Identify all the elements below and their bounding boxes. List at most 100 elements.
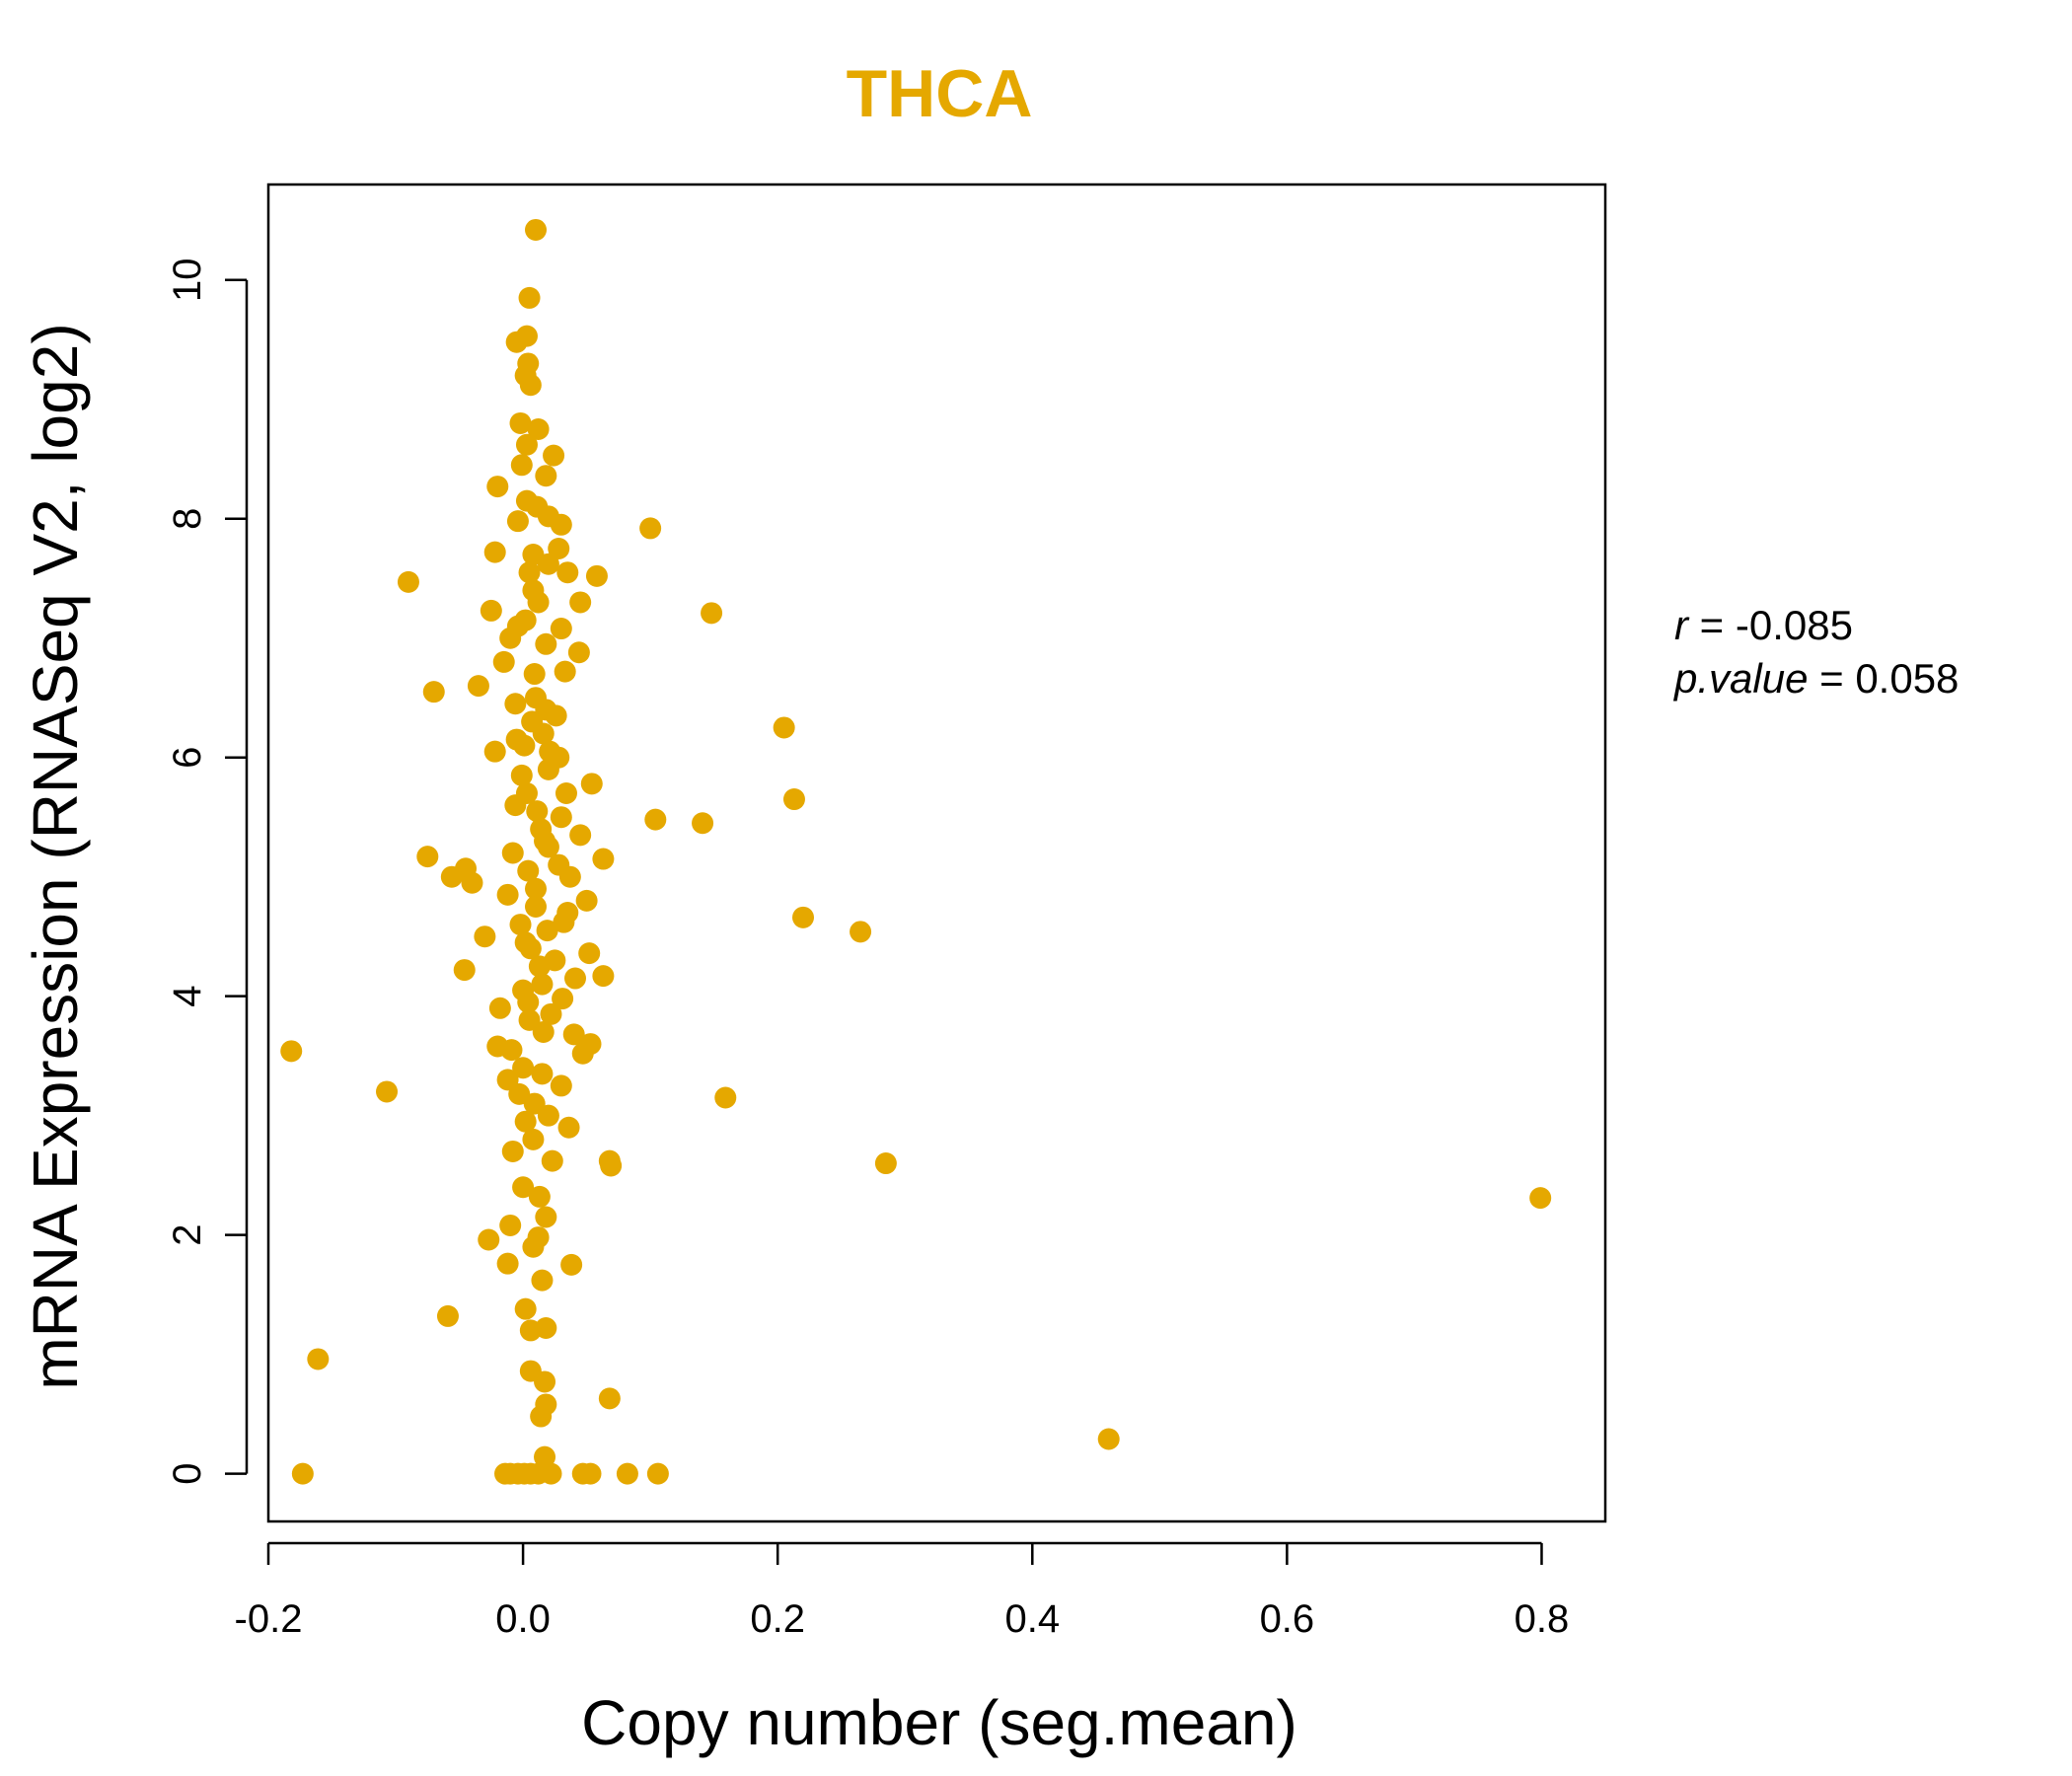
- data-point: [478, 1228, 500, 1251]
- data-point: [496, 883, 519, 906]
- data-point: [501, 842, 524, 864]
- data-point: [280, 1040, 303, 1063]
- data-point: [578, 942, 601, 965]
- data-point: [506, 510, 529, 533]
- data-point: [592, 965, 615, 988]
- data-point: [548, 537, 570, 559]
- data-point: [540, 1462, 562, 1485]
- data-point: [773, 716, 795, 739]
- data-point: [564, 967, 587, 990]
- data-point: [530, 1405, 553, 1428]
- data-point: [571, 1042, 594, 1065]
- plot-frame: [266, 183, 1607, 1523]
- data-point: [569, 591, 592, 614]
- data-point: [453, 959, 476, 982]
- data-point: [714, 1086, 737, 1109]
- data-point: [531, 973, 554, 996]
- data-point: [504, 693, 527, 715]
- x-tick-label: 0.2: [750, 1597, 805, 1641]
- data-point: [480, 599, 502, 622]
- data-point: [512, 1057, 535, 1079]
- data-point: [523, 663, 546, 686]
- data-point: [557, 1116, 580, 1139]
- data-point: [515, 325, 538, 347]
- data-point: [518, 286, 541, 309]
- x-axis: -0.2 0.0 0.2 0.4 0.6 0.8: [235, 1541, 1569, 1641]
- data-point: [701, 602, 723, 625]
- data-point: [644, 808, 667, 831]
- data-point: [543, 444, 565, 467]
- data-point: [496, 1252, 519, 1275]
- data-point: [531, 1269, 554, 1292]
- data-point: [1097, 1428, 1120, 1450]
- data-point: [541, 1149, 563, 1172]
- data-point: [522, 1128, 545, 1150]
- data-point: [554, 660, 576, 683]
- data-point: [579, 1462, 602, 1485]
- data-point: [532, 1020, 555, 1043]
- data-point: [850, 921, 872, 943]
- stats-annotation: r = -0.085 p.value = 0.058: [1672, 602, 1959, 702]
- data-point: [519, 1319, 542, 1342]
- y-tick-label: 8: [166, 508, 209, 530]
- data-point: [592, 848, 615, 870]
- data-point: [519, 937, 542, 960]
- data-point: [525, 877, 547, 900]
- data-point: [500, 1039, 523, 1062]
- data-point: [874, 1152, 897, 1175]
- data-point: [522, 1235, 545, 1258]
- data-point: [513, 734, 536, 757]
- data-point: [598, 1387, 621, 1410]
- svg-text:p.value = 0.058: p.value = 0.058: [1672, 655, 1959, 702]
- data-point: [545, 704, 567, 727]
- data-point: [550, 1074, 572, 1097]
- data-point: [639, 517, 662, 540]
- svg-text:r = -0.085: r = -0.085: [1674, 602, 1853, 648]
- data-point: [560, 1253, 583, 1276]
- data-point: [519, 374, 542, 397]
- x-tick-label: 0.0: [495, 1597, 551, 1641]
- data-point: [555, 782, 577, 805]
- data-point: [483, 541, 506, 563]
- data-point: [550, 618, 572, 640]
- data-point: [501, 1140, 524, 1162]
- data-point: [397, 570, 419, 593]
- data-point: [600, 1154, 623, 1177]
- data-point: [436, 1304, 459, 1327]
- y-axis: 0 2 4 6 8 10: [166, 259, 249, 1485]
- data-point: [556, 561, 579, 584]
- data-point: [514, 1110, 537, 1133]
- p-value: 0.058: [1855, 655, 1959, 702]
- data-point: [552, 988, 574, 1010]
- data-point: [517, 991, 540, 1013]
- data-point: [567, 641, 590, 664]
- data-point: [509, 914, 532, 936]
- data-point: [534, 1445, 556, 1468]
- data-point: [474, 925, 496, 948]
- data-point: [616, 1462, 638, 1485]
- data-point: [522, 544, 545, 566]
- data-point: [525, 218, 547, 241]
- data-point: [461, 871, 483, 894]
- data-point: [488, 997, 511, 1019]
- x-tick-label: 0.4: [1004, 1597, 1060, 1641]
- data-point: [646, 1462, 669, 1485]
- data-point: [540, 1002, 562, 1025]
- data-point: [499, 1214, 522, 1236]
- data-point: [558, 865, 581, 888]
- p-value-label: p.value: [1672, 655, 1808, 702]
- data-point: [526, 800, 549, 823]
- data-point: [518, 561, 541, 584]
- r-label: r: [1674, 602, 1690, 648]
- data-point: [483, 740, 506, 763]
- data-point: [585, 564, 608, 587]
- data-point: [515, 782, 538, 805]
- data-point: [307, 1348, 330, 1370]
- y-tick-label: 4: [166, 986, 209, 1007]
- data-point: [376, 1080, 399, 1103]
- data-point: [550, 806, 572, 829]
- data-point: [535, 465, 557, 487]
- data-point: [527, 591, 550, 614]
- data-point: [782, 788, 805, 811]
